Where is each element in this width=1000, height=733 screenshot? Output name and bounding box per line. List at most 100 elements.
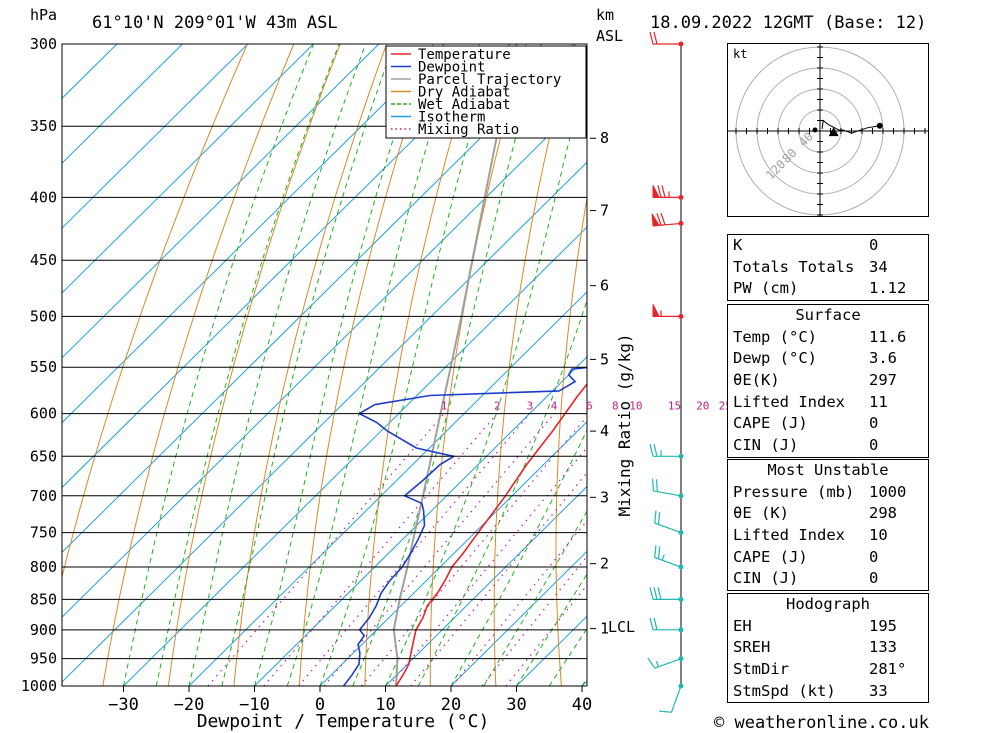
x-tick-label: 30 bbox=[506, 695, 526, 715]
surface-table: Surface Temp (°C) 11.6 Dewp (°C) 3.6 θE(K) 29… bbox=[727, 304, 929, 458]
dry-adiabat-line bbox=[233, 44, 388, 686]
isotherm-line bbox=[450, 550, 587, 686]
x-ticks: −30 −20 −10 0 10 20 30 40 bbox=[108, 686, 592, 715]
mixing-ratio-line bbox=[298, 413, 531, 686]
wind-barb-full bbox=[661, 185, 666, 198]
km-tick-label: 1 bbox=[600, 620, 609, 638]
isotherm-line bbox=[62, 44, 511, 489]
wind-barb-shaft bbox=[654, 658, 682, 669]
wind-barb bbox=[654, 545, 684, 570]
table-row-label: StmDir bbox=[733, 660, 789, 679]
x-axis-label: Dewpoint / Temperature (°C) bbox=[197, 711, 490, 732]
mixing-ratio-line bbox=[388, 446, 587, 686]
wind-barb-shaft bbox=[670, 685, 682, 713]
wind-barb-full bbox=[647, 657, 656, 669]
table-row: SREH 133 bbox=[728, 637, 928, 659]
mixing-ratio-line bbox=[263, 413, 498, 686]
table-row: θE(K) 297 bbox=[728, 370, 928, 392]
km-tick-label: 5 bbox=[600, 350, 609, 368]
table-row-value: 1.12 bbox=[869, 279, 907, 298]
mixing-ratio-label: 2 bbox=[494, 400, 501, 413]
wind-barb-full bbox=[660, 212, 666, 226]
isotherm-line bbox=[62, 44, 576, 554]
table-row: Pressure (mb) 1000 bbox=[728, 482, 928, 504]
table-row-value: 11 bbox=[869, 392, 888, 411]
pressure-tick-label: 700 bbox=[30, 487, 57, 505]
table-row-value: 0 bbox=[869, 414, 879, 433]
table-row: CAPE (J) 0 bbox=[728, 413, 928, 435]
wind-barb bbox=[651, 212, 684, 227]
wind-barb-dot bbox=[678, 656, 684, 662]
asl-unit-label: ASL bbox=[596, 27, 623, 45]
wind-barb-full bbox=[653, 444, 658, 457]
table-row-label: StmSpd (kt) bbox=[733, 681, 836, 700]
surface-title: Surface bbox=[795, 306, 861, 324]
wind-barb-full bbox=[656, 213, 662, 226]
wind-barb-full bbox=[657, 546, 661, 559]
pressure-tick-label: 450 bbox=[30, 251, 57, 269]
x-tick-label: −30 bbox=[108, 695, 139, 715]
km-unit-label: km bbox=[596, 6, 614, 24]
mixing-ratio-label: 1 bbox=[441, 400, 448, 413]
table-row-value: 0 bbox=[869, 236, 879, 254]
isotherm-line bbox=[62, 44, 445, 424]
hodograph-start-dot bbox=[812, 127, 818, 133]
legend-entry: Mixing Ratio bbox=[418, 122, 519, 138]
pressure-tick-label: 350 bbox=[30, 117, 57, 135]
table-row-label: Lifted Index bbox=[733, 526, 845, 545]
hodograph-table: Hodograph EH 195 SREH 133 StmDir 281° StmSpd (… bbox=[727, 593, 929, 704]
dry-adiabat-line bbox=[940, 26, 1000, 686]
pressure-tick-label: 650 bbox=[30, 447, 57, 465]
legend-entry: Dry Adiabat bbox=[418, 85, 511, 101]
wind-barb-dot bbox=[678, 313, 684, 319]
mixing-ratio-line bbox=[451, 519, 587, 686]
x-tick-label: −20 bbox=[174, 695, 205, 715]
wind-barb-full bbox=[649, 31, 654, 45]
wind-barbs bbox=[647, 31, 684, 713]
wind-barb-full bbox=[649, 587, 654, 600]
table-row-label: CIN (J) bbox=[733, 436, 799, 455]
wet-adiabat-line bbox=[417, 298, 587, 686]
datetime-label: 18.09.2022 12GMT (Base: 12) bbox=[650, 13, 926, 33]
table-row: StmSpd (kt) 33 bbox=[728, 681, 928, 703]
mixing-ratio-line bbox=[360, 415, 587, 686]
isotherm-line bbox=[62, 44, 314, 294]
wind-barb-full bbox=[657, 185, 662, 198]
credit-label: © weatheronline.co.uk bbox=[714, 713, 929, 733]
lcl-label: LCL bbox=[608, 618, 635, 636]
pressure-tick-label: 1000 bbox=[21, 677, 57, 695]
table-row: Lifted Index 11 bbox=[728, 392, 928, 414]
table-row-label: PW (cm) bbox=[733, 279, 799, 298]
wind-barb-full bbox=[649, 617, 654, 630]
table-row-value: 195 bbox=[869, 616, 897, 635]
wind-barb-full bbox=[649, 444, 654, 457]
km-labels: 8 7 6 5 4 3 2 1 bbox=[590, 129, 609, 638]
table-row: Totals Totals 34 bbox=[728, 257, 928, 279]
pressure-tick-label: 800 bbox=[30, 558, 57, 576]
wet-adiabat-line bbox=[450, 429, 587, 686]
mixing-ratio-label: 8 bbox=[612, 400, 619, 413]
legend-entry: Parcel Trajectory bbox=[418, 72, 561, 88]
table-row-label: SREH bbox=[733, 638, 771, 657]
x-tick-label: 0 bbox=[315, 695, 325, 715]
pressure-tick-label: 500 bbox=[30, 307, 57, 325]
wind-barb-dot bbox=[678, 194, 684, 200]
table-row-label: CAPE (J) bbox=[733, 414, 808, 433]
dry-adiabat-line bbox=[674, 26, 715, 686]
table-row: Dewp (°C) 3.6 bbox=[728, 348, 928, 370]
wind-barb-full bbox=[659, 710, 672, 713]
wind-barb-full bbox=[657, 512, 661, 525]
table-row-label: Totals Totals bbox=[733, 257, 855, 276]
wind-barb-dot bbox=[678, 41, 684, 47]
isotherm-line bbox=[62, 44, 380, 359]
wind-barb-shaft bbox=[654, 556, 682, 568]
wind-barb-dot bbox=[678, 493, 684, 499]
x-tick-label: −10 bbox=[239, 695, 270, 715]
table-row-label: Pressure (mb) bbox=[733, 482, 855, 501]
mixing-ratio-line bbox=[410, 471, 587, 686]
wind-barb-flag bbox=[652, 185, 660, 198]
table-row: Temp (°C) 11.6 bbox=[728, 327, 928, 349]
wind-barb-shaft bbox=[653, 490, 682, 497]
